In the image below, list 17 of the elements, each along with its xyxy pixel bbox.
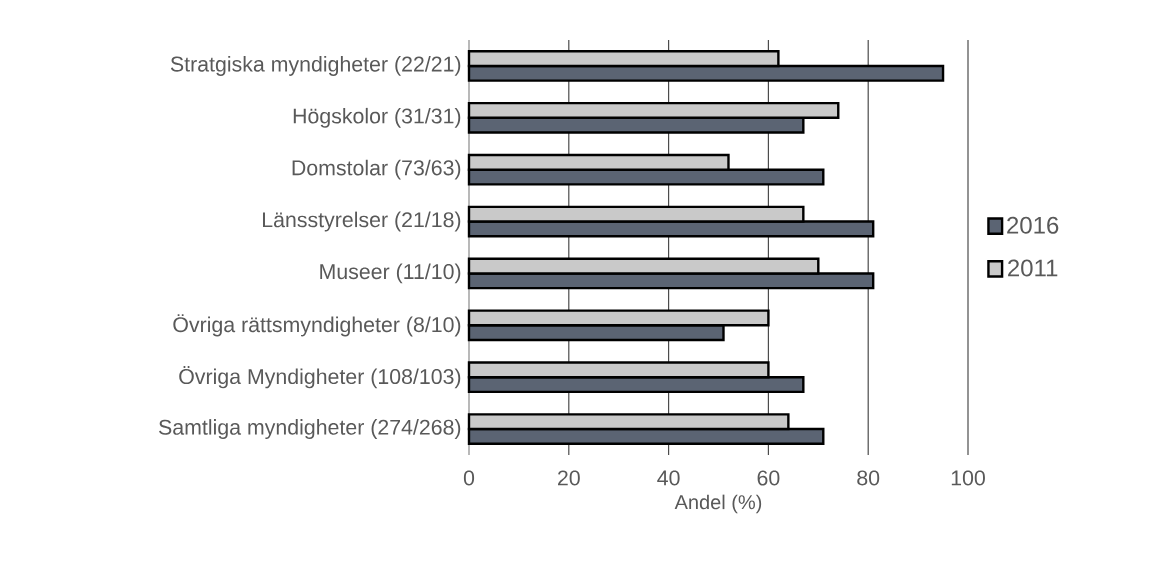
y-tick-label: Domstolar (73/63) <box>292 159 461 180</box>
y-tick-label: Övriga rättsmyndigheter (8/10) <box>173 314 461 337</box>
x-tick-label: 20 <box>558 470 580 486</box>
legend-label: 2011 <box>1008 259 1058 277</box>
x-axis-title: Andel (%) <box>674 494 762 514</box>
x-tick-label: 80 <box>857 470 880 486</box>
x-tick-label: 0 <box>463 470 475 486</box>
x-tick-label: 60 <box>757 470 780 486</box>
x-tick-label: 40 <box>657 470 680 486</box>
legend-label: 2016 <box>1007 216 1059 234</box>
y-tick-label: Samtliga myndigheter (274/268) <box>159 419 461 439</box>
y-tick-label: Stratgiska myndigheter (22/21) <box>170 56 461 76</box>
y-tick-label: Länsstyrelser (21/18) <box>263 211 461 232</box>
y-tick-label: Övriga Myndigheter (108/103) <box>179 366 461 389</box>
y-tick-label: Museer (11/10) <box>320 263 461 284</box>
x-tick-label: 100 <box>951 470 985 486</box>
y-tick-label: Högskolor (31/31) <box>293 107 461 128</box>
